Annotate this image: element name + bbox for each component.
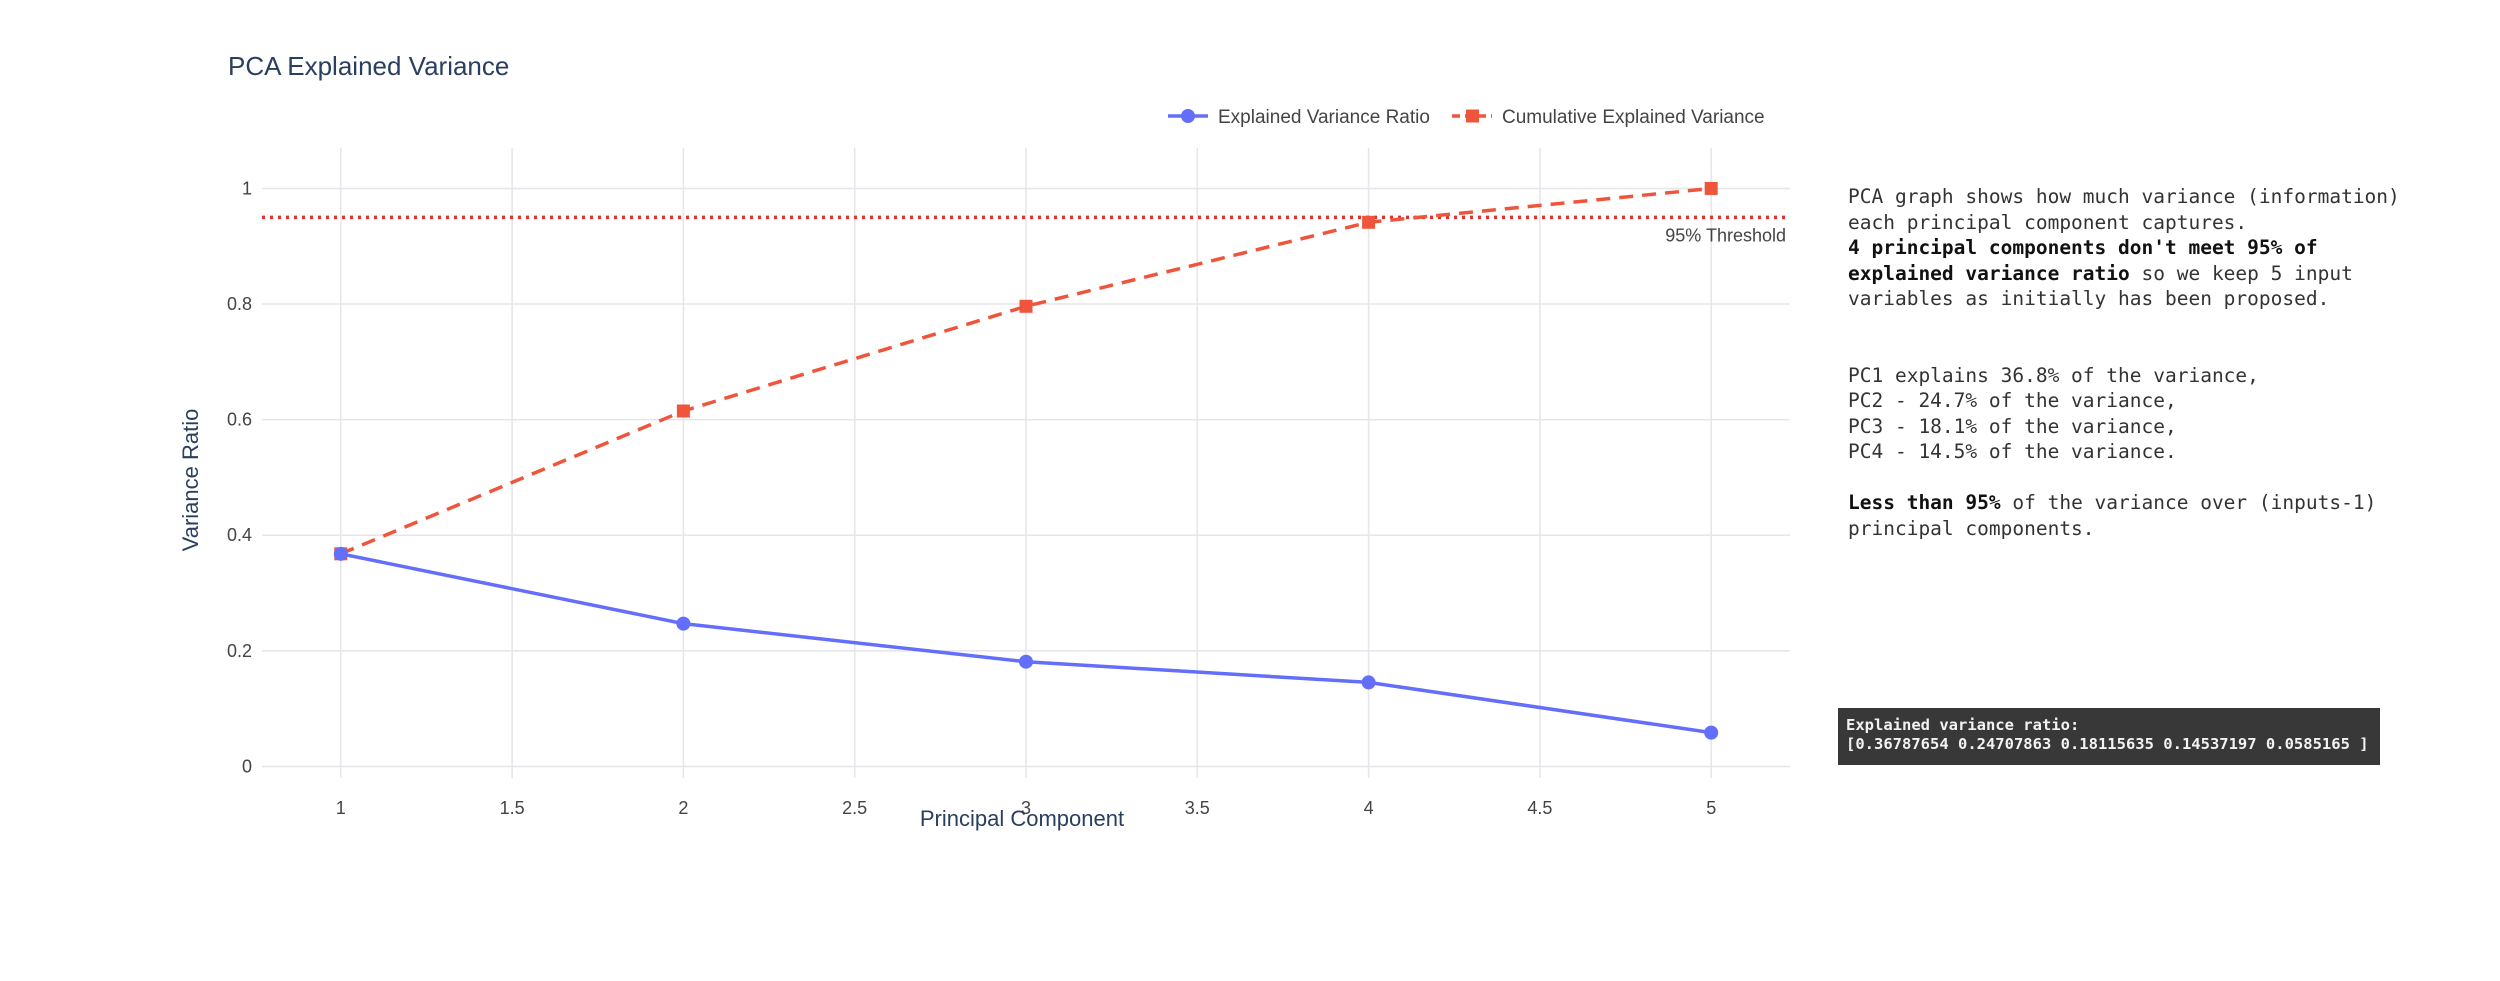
grid: [262, 148, 1790, 778]
data-point-cumulative: [1019, 299, 1033, 313]
legend-label: Cumulative Explained Variance: [1502, 107, 1765, 128]
annotation-line: principal components.: [1848, 516, 2095, 540]
x-tick-label: 4: [1364, 798, 1374, 818]
y-tick-label: 0: [242, 756, 252, 776]
x-tick-label: 3.5: [1185, 798, 1210, 818]
annotation-bold: 4 principal components don't meet 95% of: [1848, 236, 2318, 259]
annotation-line: explained variance ratio so we keep 5 in…: [1848, 261, 2408, 287]
annotation-bold: Less than 95%: [1848, 491, 2001, 514]
annotation-line: each principal component captures.: [1848, 210, 2248, 234]
data-point-ratio: [333, 546, 348, 561]
x-axis-label: Principal Component: [920, 806, 1124, 831]
x-tick-label: 2: [678, 798, 688, 818]
x-tick-label: 5: [1706, 798, 1716, 818]
y-tick-label: 0.8: [227, 294, 252, 314]
annotation-line: variables as initially has been proposed…: [1848, 287, 2330, 310]
annotation-line: PC4 - 14.5% of the variance.: [1848, 440, 2177, 463]
pca-chart: PCA Explained Variance 95% Threshold 1 1.…: [178, 51, 1790, 831]
data-point-ratio: [1361, 675, 1376, 690]
legend[interactable]: Explained Variance Ratio Cumulative Expla…: [1168, 107, 1765, 128]
legend-label: Explained Variance Ratio: [1218, 107, 1430, 128]
x-tick-label: 4.5: [1527, 798, 1552, 818]
x-tick-label: 1: [336, 798, 346, 818]
x-tick-label: 1.5: [500, 798, 525, 818]
annotation-bold: explained variance ratio: [1848, 261, 2130, 285]
annotation-text-run: of the variance over (inputs-1): [2000, 491, 2377, 514]
output-line: Explained variance ratio:: [1846, 716, 2080, 734]
data-point-cumulative: [1704, 181, 1718, 195]
series-line-1: [340, 186, 1712, 556]
chart-title: PCA Explained Variance: [228, 51, 509, 81]
threshold-label: 95% Threshold: [1665, 225, 1786, 245]
annotation-line: PC1 explains 36.8% of the variance,: [1848, 363, 2259, 387]
tick-labels: 1 1.5 2 2.5 3 3.5 4 4.5 5 0 0.2 0.4 0.6 0.8 1: [227, 178, 1716, 818]
threshold-line: 95% Threshold: [262, 215, 1790, 245]
data-point-ratio: [1019, 654, 1033, 669]
x-tick-label: 2.5: [842, 798, 867, 818]
y-tick-label: 0.2: [227, 641, 252, 661]
output-line: [0.36787654 0.24707863 0.18115635 0.1453…: [1846, 735, 2369, 753]
code-output-box: Explained variance ratio: [0.36787654 0.…: [1838, 708, 2380, 765]
annotation-line: Less than 95% of the variance over (inpu…: [1848, 490, 2408, 516]
annotation-line: 4 principal components don't meet 95% of: [1848, 235, 2408, 261]
annotation-text-run: so we keep 5 input: [2129, 261, 2353, 285]
annotation-text: PCA graph shows how much variance (infor…: [1848, 184, 2408, 541]
y-tick-label: 0.4: [227, 525, 252, 545]
data-point-cumulative: [676, 404, 690, 418]
legend-marker: [1466, 109, 1479, 123]
data-point-ratio: [676, 616, 691, 631]
x-tick-label: 3: [1021, 798, 1031, 818]
y-tick-label: 0.6: [227, 410, 252, 430]
series-layer: [333, 181, 1719, 740]
data-point-cumulative: [1362, 215, 1376, 229]
y-tick-label: 1: [242, 178, 252, 198]
annotation-line: PC2 - 24.7% of the variance,: [1848, 389, 2177, 412]
data-point-ratio: [1704, 725, 1719, 740]
annotation-line: PCA graph shows how much variance (infor…: [1848, 185, 2400, 208]
annotation-line: PC3 - 18.1% of the variance,: [1848, 414, 2177, 438]
legend-marker: [1181, 109, 1195, 123]
y-axis-label: Variance Ratio: [178, 409, 203, 552]
